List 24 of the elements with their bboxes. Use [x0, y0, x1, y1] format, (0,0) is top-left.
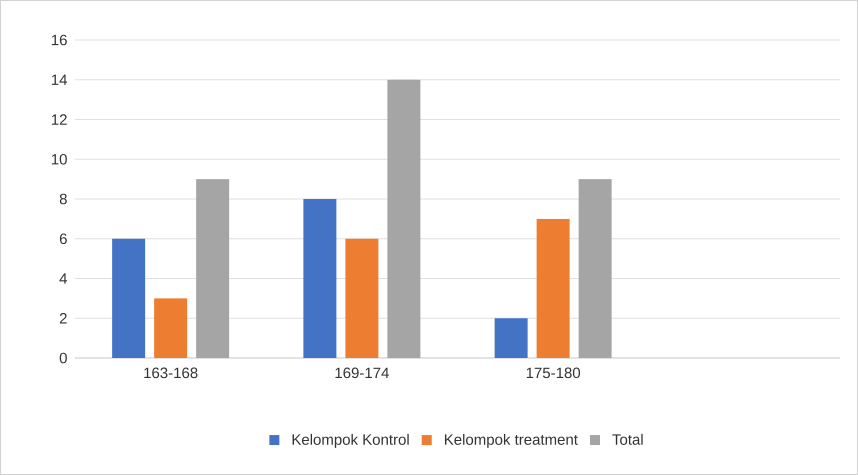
legend-label: Kelompok Kontrol [292, 434, 409, 448]
legend-label: Total [612, 434, 643, 445]
y-tick-label: 16 [52, 34, 67, 46]
bar [387, 80, 420, 358]
y-tick-label: 0 [60, 352, 67, 364]
y-tick-label: 12 [52, 114, 67, 125]
bar [494, 318, 528, 358]
y-tick-label: 6 [60, 233, 67, 244]
y-tick-label: 10 [52, 154, 67, 165]
bar [112, 238, 146, 358]
bar [303, 199, 336, 358]
bar [536, 218, 570, 358]
bar [196, 179, 230, 358]
legend-label: Kelompok treatment [444, 434, 578, 448]
y-tick-label: 2 [60, 313, 67, 324]
bar [345, 238, 378, 358]
x-tick-label: 175-180 [526, 368, 580, 378]
bar [154, 298, 188, 358]
x-tick-label: 169-174 [336, 368, 389, 378]
y-tick-label: 4 [59, 273, 68, 284]
x-tick-label: 163-168 [144, 368, 198, 378]
bar [578, 179, 612, 358]
y-tick-label: 14 [52, 74, 68, 85]
y-tick-label: 8 [60, 194, 67, 204]
